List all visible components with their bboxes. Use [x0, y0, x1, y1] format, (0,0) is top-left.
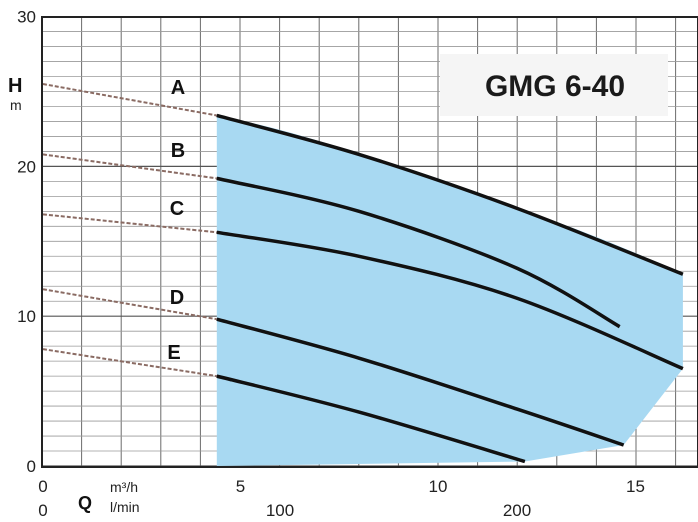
- y-axis-unit: m: [10, 97, 22, 113]
- x-tick-label-lmin: 0: [38, 501, 47, 520]
- curve-C: [216, 230, 684, 371]
- plot-frame: [41, 16, 698, 468]
- curves-group: A B C D E: [42, 77, 684, 464]
- y-tick-label: 30: [17, 8, 36, 27]
- x-tick-label-lmin: 100: [266, 501, 294, 520]
- curve-E: [216, 374, 526, 464]
- x-axis-ticks: 0 5 10 15 0 100 200: [38, 477, 645, 520]
- curve-label-D: D: [170, 287, 184, 309]
- curve-C-dashed: [42, 213, 217, 234]
- curve-B: [216, 176, 621, 329]
- x-tick-label-lmin: 200: [503, 501, 531, 520]
- y-tick-label: 20: [17, 157, 36, 176]
- operating-range-area: [216, 115, 683, 466]
- curve-label-E: E: [167, 342, 180, 364]
- y-tick-label: 10: [17, 307, 36, 326]
- x-axis-label: Q: [78, 493, 92, 513]
- curve-A-dashed: [42, 83, 217, 117]
- x-tick-label: 15: [626, 477, 645, 496]
- x-tick-label: 0: [38, 477, 47, 496]
- curve-E-dashed: [42, 348, 217, 378]
- curve-D: [216, 317, 625, 447]
- x-tick-label: 10: [429, 477, 448, 496]
- x-axis-unit-lmin: l/min: [110, 499, 140, 515]
- curve-B-dashed: [42, 153, 217, 180]
- title-box: [440, 54, 668, 116]
- y-axis-ticks: 0 10 20 30: [17, 8, 36, 476]
- y-tick-label: 0: [27, 457, 36, 476]
- curve-label-A: A: [171, 77, 185, 99]
- y-axis-label: H: [8, 75, 22, 97]
- curve-label-B: B: [171, 140, 185, 162]
- curve-D-dashed: [42, 288, 217, 321]
- x-tick-label: 5: [236, 477, 245, 496]
- curve-label-C: C: [170, 198, 184, 220]
- chart-title: GMG 6-40: [485, 70, 625, 103]
- x-axis-unit-m3h: m³/h: [110, 479, 138, 495]
- curve-A: [216, 113, 684, 276]
